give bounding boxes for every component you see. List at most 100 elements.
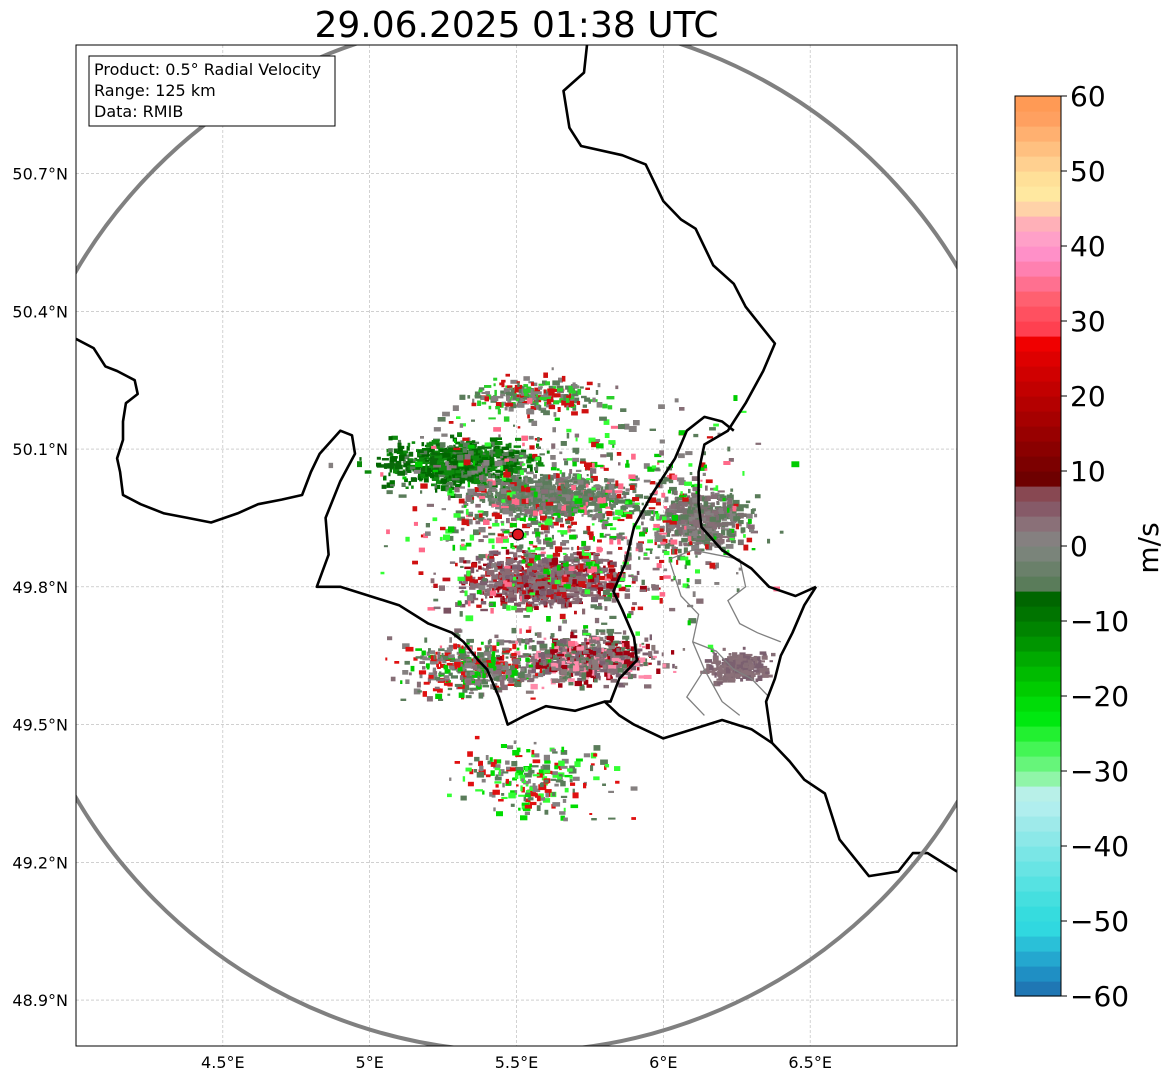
velocity-echo bbox=[626, 555, 631, 562]
velocity-echo bbox=[716, 539, 725, 544]
velocity-echo bbox=[538, 769, 544, 774]
velocity-echo bbox=[618, 662, 622, 668]
velocity-echo bbox=[521, 775, 524, 782]
velocity-echo bbox=[569, 588, 576, 593]
velocity-echo bbox=[485, 674, 489, 678]
velocity-echo bbox=[509, 504, 518, 510]
velocity-echo bbox=[540, 663, 543, 666]
velocity-echo bbox=[703, 538, 710, 545]
velocity-echo bbox=[407, 442, 411, 447]
velocity-echo bbox=[624, 654, 627, 657]
velocity-echo bbox=[586, 671, 592, 678]
velocity-echo bbox=[691, 544, 700, 551]
velocity-echo bbox=[569, 502, 577, 506]
velocity-echo bbox=[524, 392, 528, 397]
velocity-echo bbox=[689, 541, 693, 545]
velocity-echo bbox=[443, 607, 452, 614]
velocity-echo bbox=[478, 692, 484, 699]
velocity-echo bbox=[485, 467, 488, 474]
velocity-echo bbox=[515, 485, 521, 490]
velocity-echo bbox=[683, 547, 688, 554]
velocity-echo bbox=[601, 622, 608, 625]
velocity-echo bbox=[439, 442, 446, 448]
velocity-echo bbox=[562, 644, 571, 648]
velocity-echo bbox=[518, 794, 527, 797]
velocity-echo bbox=[699, 548, 705, 552]
velocity-echo bbox=[609, 503, 616, 508]
velocity-echo bbox=[671, 650, 675, 655]
velocity-echo bbox=[495, 489, 498, 494]
velocity-echo bbox=[700, 462, 706, 468]
velocity-echo bbox=[498, 499, 503, 504]
velocity-echo bbox=[521, 485, 526, 492]
velocity-echo bbox=[559, 811, 566, 815]
velocity-echo bbox=[596, 643, 602, 649]
velocity-echo bbox=[676, 559, 679, 565]
velocity-echo bbox=[540, 765, 544, 770]
velocity-echo bbox=[587, 509, 593, 513]
velocity-echo bbox=[497, 586, 503, 589]
velocity-echo bbox=[494, 494, 497, 500]
velocity-echo bbox=[565, 488, 574, 495]
velocity-echo bbox=[466, 638, 474, 643]
velocity-echo bbox=[550, 572, 555, 578]
velocity-echo bbox=[457, 576, 465, 582]
velocity-echo bbox=[545, 513, 548, 518]
velocity-echo bbox=[411, 485, 414, 489]
velocity-echo bbox=[577, 677, 584, 682]
velocity-echo bbox=[549, 474, 557, 478]
velocity-echo bbox=[516, 381, 520, 384]
velocity-echo bbox=[603, 565, 606, 568]
velocity-echo bbox=[532, 660, 535, 666]
velocity-echo bbox=[517, 403, 525, 408]
velocity-echo bbox=[446, 647, 453, 651]
velocity-echo bbox=[387, 636, 393, 641]
velocity-echo bbox=[524, 794, 531, 798]
velocity-echo bbox=[670, 578, 674, 582]
velocity-echo bbox=[508, 792, 516, 799]
velocity-echo bbox=[407, 469, 412, 473]
velocity-echo bbox=[656, 668, 661, 674]
velocity-echo bbox=[557, 490, 563, 495]
velocity-echo bbox=[707, 495, 711, 499]
velocity-echo bbox=[376, 456, 381, 460]
velocity-echo bbox=[533, 576, 540, 583]
velocity-echo bbox=[590, 561, 596, 567]
velocity-echo bbox=[585, 642, 590, 645]
velocity-echo bbox=[526, 459, 532, 464]
velocity-echo bbox=[712, 524, 717, 530]
velocity-echo bbox=[494, 683, 498, 687]
velocity-echo bbox=[485, 594, 488, 599]
velocity-echo bbox=[587, 481, 590, 485]
velocity-echo bbox=[501, 520, 505, 526]
velocity-echo bbox=[468, 762, 473, 766]
velocity-echo bbox=[688, 513, 696, 518]
velocity-echo bbox=[593, 555, 599, 561]
velocity-echo bbox=[475, 789, 483, 792]
velocity-echo bbox=[595, 390, 599, 395]
velocity-echo bbox=[745, 653, 753, 656]
velocity-echo bbox=[542, 481, 548, 487]
velocity-echo bbox=[579, 686, 585, 691]
velocity-echo bbox=[544, 649, 551, 654]
velocity-echo bbox=[592, 636, 600, 641]
velocity-echo bbox=[579, 505, 587, 510]
velocity-echo bbox=[589, 552, 596, 556]
velocity-echo bbox=[537, 553, 545, 557]
velocity-echo bbox=[444, 652, 451, 656]
velocity-echo bbox=[500, 468, 508, 472]
velocity-echo bbox=[598, 602, 602, 607]
velocity-echo bbox=[413, 688, 421, 695]
velocity-echo bbox=[674, 524, 681, 528]
velocity-echo bbox=[602, 558, 610, 562]
velocity-echo bbox=[508, 591, 513, 598]
velocity-echo bbox=[466, 475, 474, 481]
velocity-echo bbox=[447, 693, 451, 696]
velocity-echo bbox=[574, 680, 582, 687]
velocity-echo bbox=[496, 811, 503, 817]
velocity-echo bbox=[425, 663, 430, 668]
velocity-echo bbox=[736, 663, 743, 669]
velocity-echo bbox=[489, 449, 498, 455]
velocity-echo bbox=[737, 512, 744, 519]
velocity-echo bbox=[595, 579, 600, 583]
